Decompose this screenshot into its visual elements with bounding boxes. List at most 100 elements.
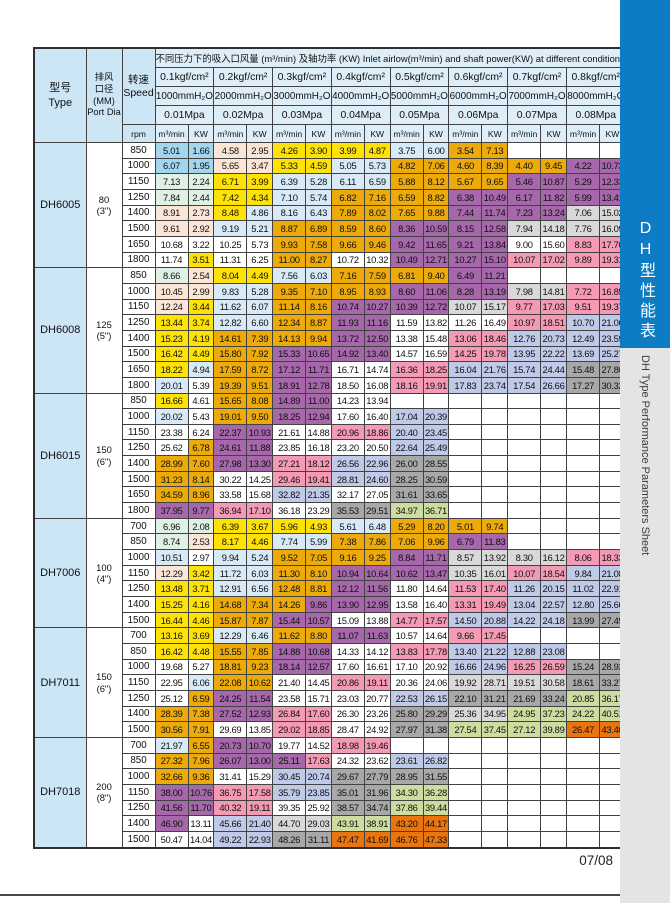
- flow-cell: 12.29: [154, 564, 189, 582]
- power-cell: 28.55: [422, 455, 450, 472]
- power-cell: 23.85: [305, 783, 332, 801]
- power-cell: 9.45: [540, 157, 567, 175]
- flow-cell: 11.93: [330, 314, 365, 331]
- empty-cell: [565, 768, 601, 785]
- header-power-unit: KW: [305, 124, 332, 143]
- flow-cell: 13.72: [330, 329, 365, 347]
- flow-cell: 10.07: [507, 251, 542, 269]
- rpm-cell: 1400: [121, 455, 156, 472]
- power-cell: 16.12: [540, 549, 567, 566]
- table-row: 1150 7.13 2.24 6.71 3.99 6.39 5.28 6.11 6.59 5.88…: [34, 173, 627, 190]
- empty-cell: [540, 783, 567, 801]
- empty-cell: [481, 830, 509, 849]
- power-cell: 13.84: [481, 235, 509, 253]
- power-cell: 11.56: [363, 580, 391, 598]
- flow-cell: 6.39: [213, 517, 248, 535]
- table-row: 1250 13.44 3.74 12.82 6.60 12.34 8.87 11.93 11.1…: [34, 314, 627, 331]
- power-cell: 4.46: [246, 533, 274, 551]
- power-cell: 22.91: [599, 580, 627, 598]
- flow-cell: 4.26: [272, 142, 307, 159]
- empty-cell: [599, 783, 627, 801]
- flow-cell: 24.61: [213, 439, 248, 457]
- flow-cell: 11.14: [272, 298, 307, 316]
- power-cell: 8.39: [481, 157, 509, 175]
- flow-cell: 6.17: [507, 188, 542, 206]
- empty-cell: [507, 392, 542, 410]
- rpm-cell: 1000: [121, 157, 156, 175]
- table-row: 1000 20.02 5.43 19.01 9.50 18.25 12.94 17.60 16.…: [34, 408, 627, 425]
- header-water: 2000mmH₂O: [213, 86, 274, 106]
- flow-cell: 4.58: [213, 142, 248, 159]
- power-cell: 17.02: [540, 251, 567, 269]
- empty-cell: [507, 815, 542, 832]
- flow-cell: 10.70: [565, 314, 601, 331]
- flow-cell: 18.16: [389, 376, 424, 394]
- flow-cell: 5.01: [154, 142, 189, 159]
- power-cell: 3.47: [246, 157, 274, 175]
- power-cell: 9.36: [187, 768, 215, 785]
- flow-cell: 35.79: [272, 783, 307, 801]
- power-cell: 14.12: [363, 643, 391, 660]
- empty-cell: [599, 470, 627, 488]
- rpm-cell: 850: [121, 267, 156, 284]
- power-cell: 4.93: [305, 517, 332, 535]
- flow-cell: 46.76: [389, 830, 424, 849]
- flow-cell: 16.42: [154, 345, 189, 363]
- power-cell: 27.05: [363, 486, 391, 504]
- flow-cell: 7.16: [330, 267, 365, 284]
- power-cell: 2.73: [187, 204, 215, 222]
- power-cell: 6.46: [246, 627, 274, 644]
- power-cell: 9.77: [187, 502, 215, 519]
- empty-cell: [448, 439, 483, 457]
- power-cell: 10.57: [305, 611, 332, 629]
- flow-cell: 27.54: [448, 721, 483, 738]
- flow-cell: 12.24: [154, 298, 189, 316]
- empty-cell: [448, 752, 483, 770]
- power-cell: 7.96: [187, 752, 215, 770]
- power-cell: 12.72: [422, 298, 450, 316]
- empty-cell: [565, 455, 601, 472]
- rpm-cell: 1150: [121, 173, 156, 190]
- power-cell: 1.95: [187, 157, 215, 175]
- flow-cell: 9.94: [213, 549, 248, 566]
- header-flow-unit: m³/min: [389, 124, 424, 143]
- header-power-unit: KW: [363, 124, 391, 143]
- flow-cell: 15.23: [154, 329, 189, 347]
- power-cell: 16.01: [481, 564, 509, 582]
- flow-cell: 5.29: [389, 517, 424, 535]
- rpm-cell: 1000: [121, 408, 156, 425]
- flow-cell: 35.53: [330, 502, 365, 519]
- empty-cell: [599, 455, 627, 472]
- flow-cell: 3.99: [330, 142, 365, 159]
- flow-cell: 15.55: [213, 643, 248, 660]
- power-cell: 7.85: [246, 643, 274, 660]
- empty-cell: [481, 470, 509, 488]
- power-cell: 15.29: [246, 768, 274, 785]
- power-cell: 31.38: [422, 721, 450, 738]
- flow-cell: 19.01: [213, 408, 248, 425]
- model-cell: DH7011: [33, 627, 87, 738]
- flow-cell: 14.61: [213, 329, 248, 347]
- power-cell: 20.73: [540, 329, 567, 347]
- flow-cell: 16.66: [448, 658, 483, 676]
- flow-cell: 7.89: [330, 204, 365, 222]
- header-water: 4000mmH₂O: [330, 86, 391, 106]
- flow-cell: 41.56: [154, 799, 189, 817]
- empty-cell: [507, 408, 542, 425]
- empty-cell: [540, 470, 567, 488]
- power-cell: 9.94: [305, 329, 332, 347]
- flow-cell: 21.61: [272, 423, 307, 441]
- empty-cell: [448, 392, 483, 410]
- flow-cell: 28.39: [154, 705, 189, 723]
- empty-cell: [481, 752, 509, 770]
- power-cell: 21.40: [246, 815, 274, 832]
- power-cell: 21.06: [599, 314, 627, 331]
- power-cell: 33.27: [599, 674, 627, 691]
- port-cell: 150 (6"): [85, 627, 123, 738]
- flow-cell: 24.32: [330, 752, 365, 770]
- power-cell: 40.51: [599, 705, 627, 723]
- flow-cell: 25.80: [389, 705, 424, 723]
- flow-cell: 9.66: [330, 235, 365, 253]
- empty-cell: [507, 752, 542, 770]
- flow-cell: 6.59: [389, 188, 424, 206]
